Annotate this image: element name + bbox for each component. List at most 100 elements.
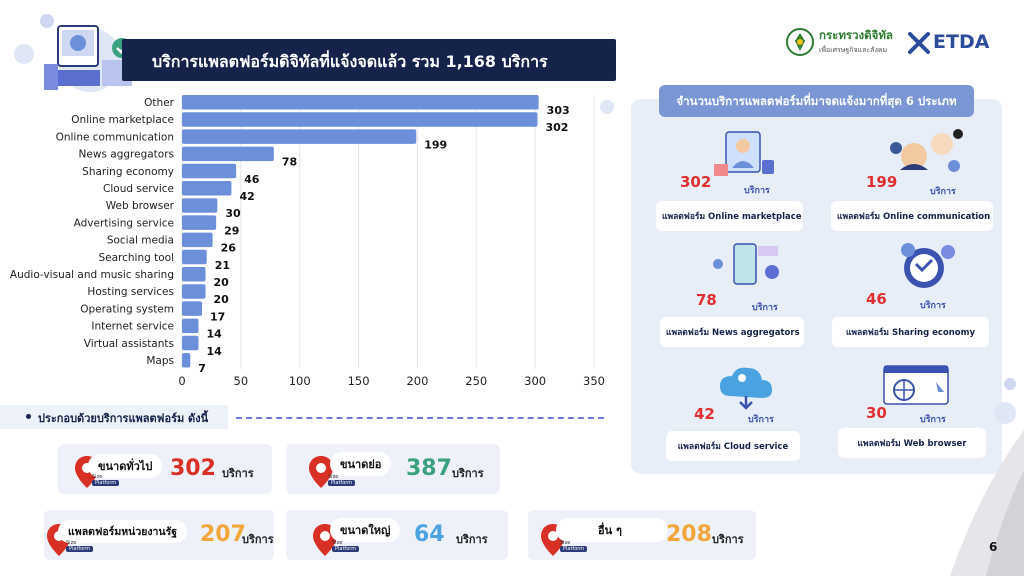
x-tick-label: 250 — [465, 374, 487, 388]
size-card-other: อื่น ๆ Size Platform 208 บริการ — [528, 510, 756, 560]
category-label: Maps — [146, 355, 174, 367]
size-platform-tag: Size Platform — [332, 540, 360, 552]
dashed-divider — [236, 417, 604, 419]
computer-checklist-illustration — [44, 25, 132, 92]
size-card-unit: บริการ — [222, 467, 254, 480]
decor-circle — [40, 14, 54, 28]
category-label: Hosting services — [87, 286, 174, 298]
size-card-label: แพลตฟอร์มหน่วยงานรัฐ — [58, 520, 188, 543]
type-label: แพลตฟอร์ม Sharing economy — [832, 317, 989, 347]
decor-circle — [1004, 378, 1016, 390]
size-tag-size: Size — [92, 474, 103, 480]
size-card-unit: บริการ — [456, 533, 488, 546]
size-tag-size: Size — [560, 540, 571, 546]
size-card-label: อื่น ๆ — [556, 518, 668, 542]
bar — [182, 232, 213, 248]
category-label: Online communication — [56, 131, 174, 143]
size-tag-platform: Platform — [560, 546, 588, 552]
type-value: 199 — [866, 173, 898, 191]
size-card-value: 207 — [200, 522, 246, 547]
ministry-logo: กระทรวงดิจิทัล เพื่อเศรษฐกิจและสังคม — [785, 27, 900, 61]
bar — [182, 129, 417, 144]
online-communication-icon — [890, 129, 963, 172]
category-label: Social media — [107, 235, 174, 247]
decor-circle — [994, 402, 1016, 424]
size-tag-size: Size — [328, 474, 339, 480]
bar — [182, 163, 237, 179]
category-label: Virtual assistants — [84, 338, 174, 350]
size-card-unit: บริการ — [242, 533, 274, 546]
compose-strip: ประกอบด้วยบริการแพลตฟอร์ม ดังนี้ — [0, 405, 228, 429]
size-card-unit: บริการ — [712, 533, 744, 546]
data-label: 78 — [282, 156, 297, 169]
ministry-name: กระทรวงดิจิทัล — [819, 28, 893, 42]
compose-label: ประกอบด้วยบริการแพลตฟอร์ม ดังนี้ — [38, 412, 209, 425]
size-tag-platform: Platform — [328, 480, 356, 486]
size-tag-size: Size — [332, 540, 343, 546]
type-label: แพลตฟอร์ม Web browser — [838, 428, 986, 458]
size-tag-platform: Platform — [92, 480, 120, 486]
x-tick-label: 50 — [234, 374, 249, 388]
data-label: 14 — [206, 328, 222, 341]
etda-logo-text: ETDA — [933, 31, 990, 53]
category-label: News aggregators — [79, 149, 174, 161]
bar — [182, 318, 199, 334]
size-card-unit: บริการ — [452, 467, 484, 480]
category-label: Advertising service — [74, 217, 174, 229]
size-card-government: แพลตฟอร์มหน่วยงานรัฐ Size Platform 207 บร… — [44, 510, 274, 560]
data-label: 14 — [206, 345, 222, 358]
horizontal-bar-chart: 0 50 100 150 200 250 300 350 Other 303 Online mark… — [10, 95, 605, 388]
data-label: 21 — [215, 259, 230, 272]
category-label: Cloud service — [103, 183, 174, 195]
data-label: 26 — [221, 242, 237, 255]
size-card-label: ขนาดใหญ่ — [330, 518, 401, 542]
bar — [182, 95, 539, 110]
x-tick-label: 350 — [583, 374, 605, 388]
size-card-value: 208 — [666, 522, 712, 547]
page-title: บริการแพลตฟอร์มดิจิทัลที่แจ้งจดแล้ว รวม … — [152, 52, 548, 71]
cloud-service-icon — [720, 367, 772, 410]
x-tick-label: 150 — [348, 374, 370, 388]
type-label: แพลตฟอร์ม Online marketplace — [656, 201, 803, 231]
ministry-subtitle: เพื่อเศรษฐกิจและสังคม — [819, 46, 888, 54]
data-label: 303 — [547, 104, 570, 117]
bar — [182, 181, 232, 196]
size-card-general: ขนาดทั่วไป Size Platform 302 บริการ — [58, 444, 272, 494]
category-label: Web browser — [106, 200, 175, 212]
top-types-title: จำนวนบริการแพลตฟอร์มที่มาจดแจ้งมากที่สุด… — [676, 94, 957, 108]
bar — [182, 198, 218, 213]
bar — [182, 249, 207, 265]
type-value: 302 — [680, 173, 712, 191]
size-platform-tag: Size Platform — [328, 474, 356, 486]
size-tag-size: Size — [66, 540, 77, 546]
size-tag-platform: Platform — [332, 546, 360, 552]
data-label: 42 — [239, 190, 254, 203]
type-label: แพลตฟอร์ม Online communication — [831, 201, 993, 231]
type-unit: บริการ — [744, 186, 770, 196]
type-unit: บริการ — [920, 415, 946, 425]
title-bar: บริการแพลตฟอร์มดิจิทัลที่แจ้งจดแล้ว รวม … — [122, 39, 616, 81]
etda-mark-icon — [908, 32, 930, 54]
data-label: 20 — [214, 276, 230, 289]
bar — [182, 215, 217, 230]
bar — [182, 353, 191, 368]
category-label: Audio-visual and music sharing — [10, 269, 174, 281]
size-platform-tag: Size Platform — [66, 540, 94, 552]
decor-circle — [600, 100, 614, 114]
bar — [182, 301, 203, 316]
etda-logo: ETDA — [908, 30, 998, 56]
x-tick-label: 300 — [524, 374, 546, 388]
x-tick-label: 100 — [289, 374, 311, 388]
data-label: 30 — [225, 207, 241, 220]
page-number: 6 — [989, 540, 998, 554]
type-unit: บริการ — [748, 415, 774, 425]
type-unit: บริการ — [920, 301, 946, 311]
bar — [182, 112, 538, 127]
bar — [182, 146, 274, 162]
size-card-label: ขนาดทั่วไป — [88, 454, 163, 478]
ministry-emblem-icon — [786, 28, 814, 56]
data-label: 29 — [224, 224, 239, 237]
location-pin-icon — [309, 456, 333, 488]
category-label: Online marketplace — [71, 114, 174, 126]
x-tick-label: 0 — [178, 374, 185, 388]
